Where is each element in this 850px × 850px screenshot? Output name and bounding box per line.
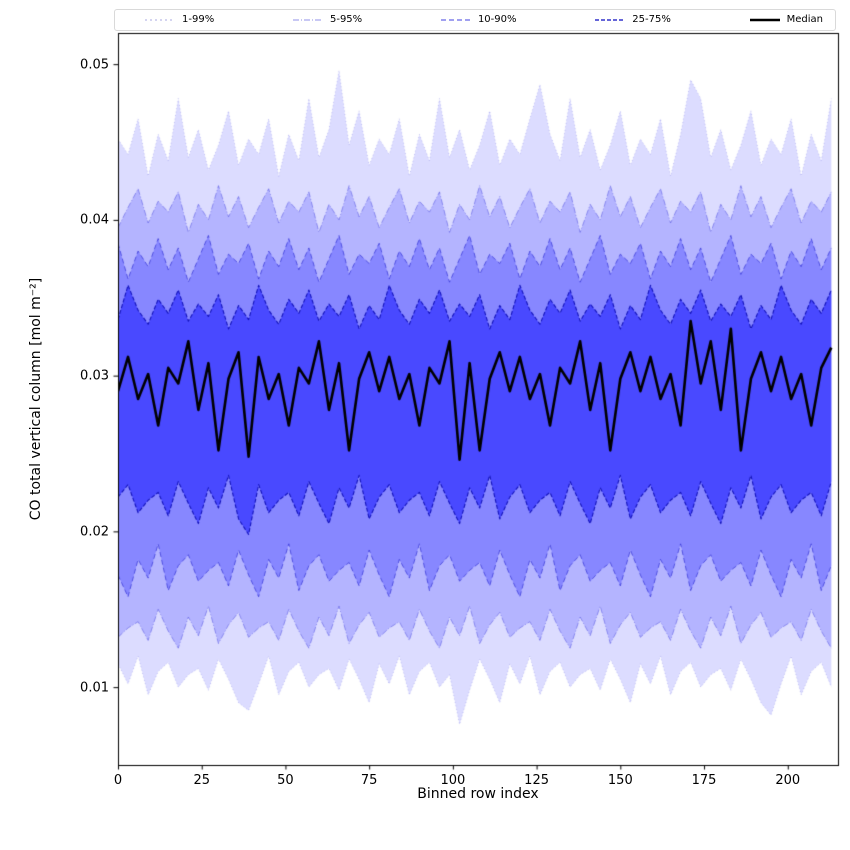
legend-entry-label: 5-95%: [329, 14, 363, 25]
legend-entry: 1-99%: [145, 15, 214, 25]
y-tick-label: 0.01: [80, 680, 109, 696]
legend-entry-label: Median: [786, 14, 823, 25]
legend-entry-label: 1-99%: [182, 14, 215, 25]
x-tick-label: 175: [691, 773, 717, 788]
x-tick-label: 25: [193, 773, 210, 788]
legend-entry-label: 25-75%: [632, 14, 671, 25]
y-tick-label: 0.03: [80, 368, 109, 384]
legend-entry-label: 10-90%: [477, 14, 517, 25]
y-axis-label: CO total vertical column [mol m⁻²]: [28, 277, 44, 521]
y-tick-label: 0.05: [80, 57, 109, 73]
legend-entry: 10-90%: [440, 14, 517, 25]
legend-sample-line: [145, 19, 175, 21]
x-tick-label: 50: [277, 773, 294, 788]
legend-sample-line: [595, 19, 626, 21]
legend-sample-line: [440, 19, 471, 21]
x-axis-label: Binned row index: [417, 786, 539, 802]
x-tick-label: 0: [113, 773, 123, 788]
x-tick-label: 200: [775, 773, 801, 788]
legend-sample-line: [292, 19, 323, 21]
x-tick-label: 125: [524, 773, 550, 788]
legend-entry: Median: [749, 14, 823, 25]
legend-entry: 5-95%: [292, 14, 363, 25]
x-tick-label: 150: [607, 773, 633, 788]
y-tick-label: 0.02: [80, 524, 109, 540]
legend-entry: 25-75%: [595, 15, 671, 25]
y-tick-label: 0.04: [80, 212, 109, 228]
legend-sample-line: [749, 18, 780, 22]
x-tick-label: 100: [440, 773, 466, 788]
legend: 1-99% 5-95% 10-90% 25-75% Median: [114, 9, 836, 31]
x-tick-label: 75: [360, 773, 378, 788]
